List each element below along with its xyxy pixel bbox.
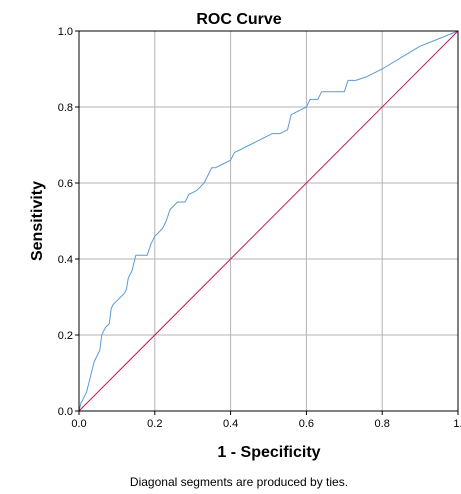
y-tick-label-4: 0.8: [58, 102, 73, 114]
grid: [79, 31, 458, 411]
roc-curve-line: [78, 30, 459, 412]
y-tick-label-0: 0.0: [58, 406, 73, 418]
y-tick-label-1: 0.2: [58, 330, 73, 342]
reference-diagonal-line: [78, 30, 459, 412]
chart-title: ROC Curve: [196, 11, 281, 28]
x-tick-label-1: 0.2: [147, 418, 162, 430]
y-axis-label: Sensitivity: [29, 181, 46, 261]
y-axis-ticks: 0.0 0.2 0.4 0.6 0.8 1.0: [58, 26, 79, 418]
x-axis-label: 1 - Specificity: [217, 444, 320, 461]
chart-footnote: Diagonal segments are produced by ties.: [130, 475, 348, 489]
y-tick-label-5: 1.0: [58, 26, 73, 38]
series-layer: [78, 30, 459, 412]
x-tick-label-0: 0.0: [71, 418, 86, 430]
x-tick-label-5: 1.: [453, 418, 461, 430]
x-tick-label-4: 0.8: [375, 418, 390, 430]
y-tick-label-2: 0.4: [58, 254, 73, 266]
plot-border: [78, 30, 459, 412]
x-axis-ticks: 0.0 0.2 0.4 0.6 0.8 1.: [71, 411, 461, 430]
y-tick-label-3: 0.6: [58, 178, 73, 190]
x-tick-label-2: 0.4: [223, 418, 238, 430]
x-tick-label-3: 0.6: [299, 418, 314, 430]
